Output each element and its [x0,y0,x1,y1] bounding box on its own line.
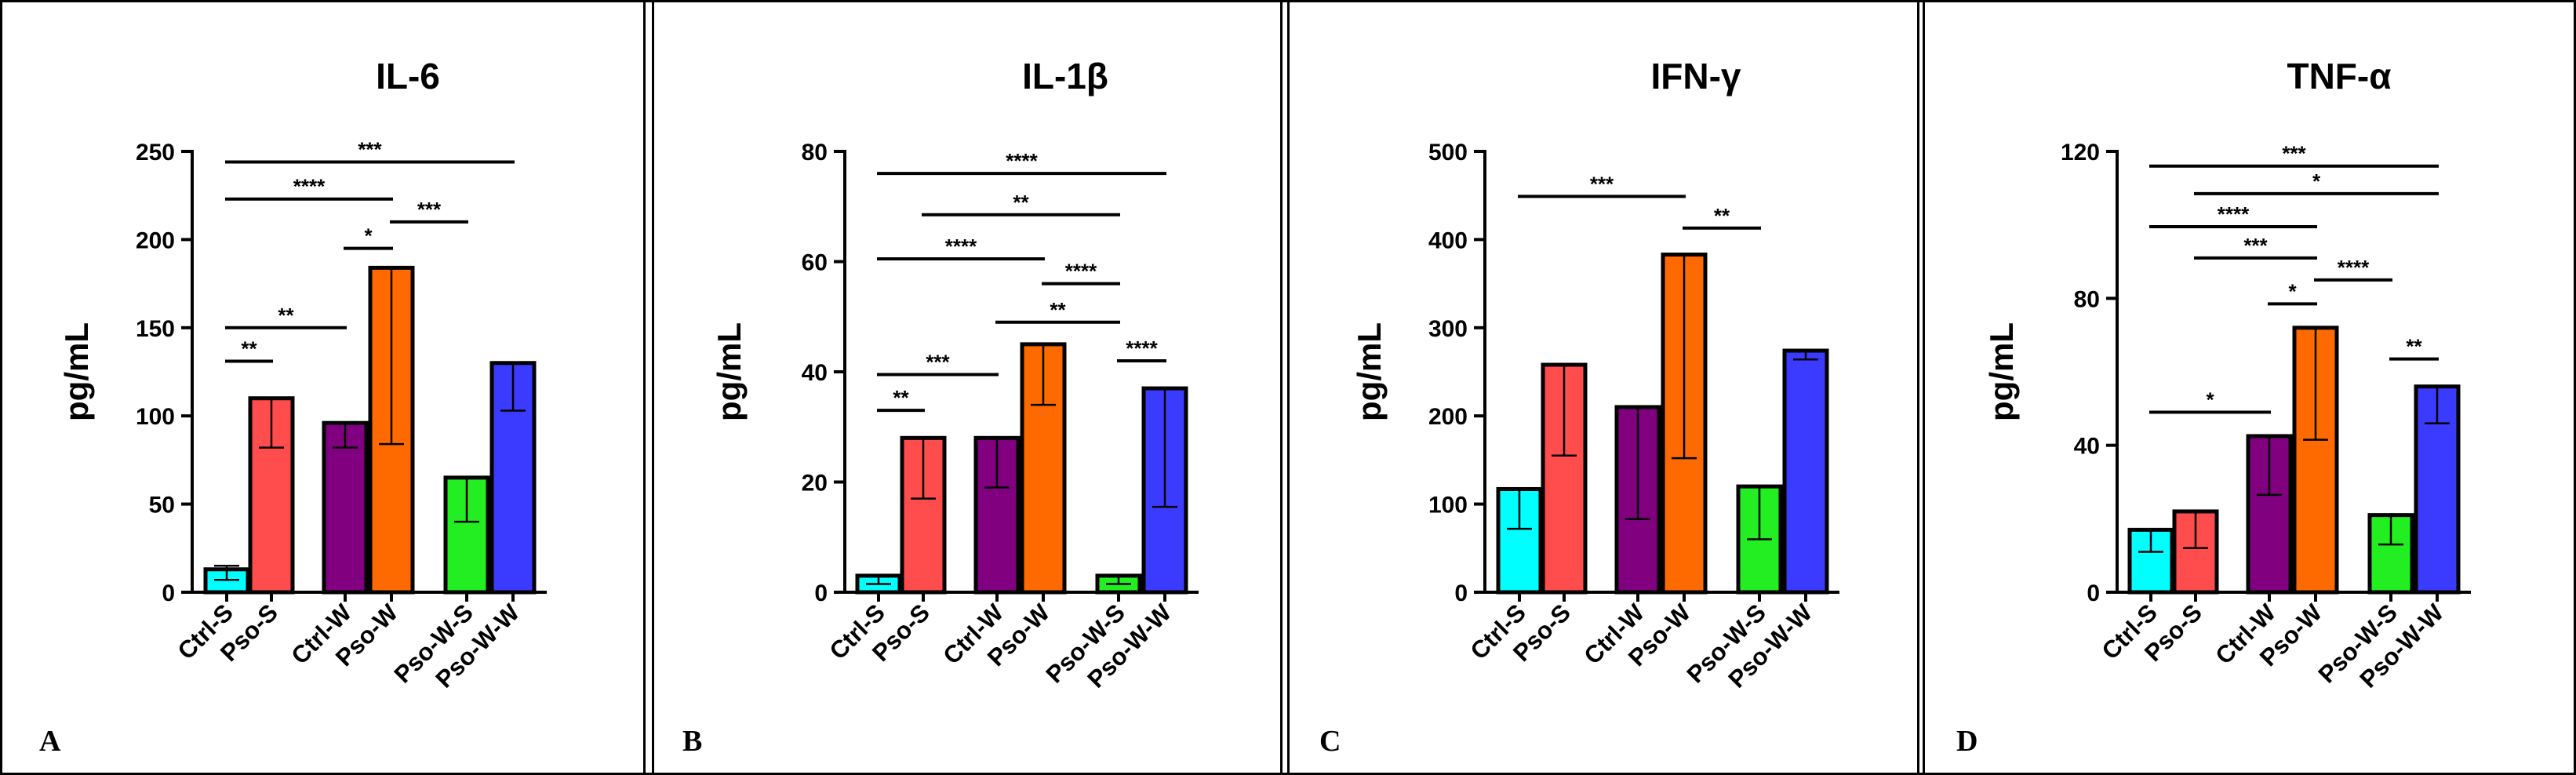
significance-label: **** [1006,149,1038,173]
significance-label: ** [1013,191,1029,214]
y-axis-label: pg/mL [1983,322,2020,421]
panel-letter: C [1319,725,1341,758]
significance-label: * [2288,279,2297,303]
y-tick-label: 50 [149,493,175,518]
y-tick-label: 0 [2087,580,2100,606]
significance-label: *** [1590,172,1614,195]
significance-label: *** [2243,234,2268,257]
significance-label: **** [945,235,977,258]
significance-label: *** [2282,142,2306,166]
bar-pso-w-w [1782,348,1829,595]
panel-border [643,0,1290,775]
significance-label: **** [1126,337,1158,360]
significance-label: **** [293,175,326,198]
bar-pso-s [2172,509,2219,595]
significance-label: *** [417,198,442,221]
significance-label: *** [358,137,382,161]
y-tick-label: 0 [162,580,175,606]
chart-title: IFN-γ [1651,56,1741,96]
y-axis-label: pg/mL [711,322,748,421]
significance-label: *** [926,351,950,374]
panel-letter: A [39,725,61,758]
significance-label: * [2312,169,2321,193]
significance-label: **** [2338,256,2370,279]
chart-title: IL-6 [376,56,440,96]
significance-label: ** [1714,204,1730,227]
significance-label: **** [1065,260,1097,283]
panel-border [1917,0,2576,775]
y-tick-label: 400 [1428,227,1468,253]
y-tick-label: 300 [1428,316,1468,342]
significance-label: ** [241,337,257,361]
significance-label: * [364,224,373,248]
panel-letter: D [1956,725,1977,758]
y-tick-label: 20 [802,471,828,497]
y-tick-label: 250 [136,140,175,166]
significance-label: ** [278,304,294,327]
y-tick-label: 500 [1428,140,1468,166]
y-tick-label: 100 [136,404,175,430]
y-tick-label: 60 [802,250,828,276]
y-tick-label: 80 [2074,286,2100,312]
y-tick-label: 100 [1428,493,1468,518]
y-axis-label: pg/mL [58,322,95,421]
y-tick-label: 150 [136,316,175,342]
significance-label: **** [2218,202,2250,226]
significance-label: ** [2406,335,2422,358]
y-axis-label: pg/mL [1351,322,1388,421]
y-tick-label: 200 [136,227,175,253]
y-tick-label: 0 [814,580,828,606]
panel-letter: B [682,725,702,758]
panel-border [1280,0,1925,775]
chart-title: IL-1β [1022,56,1108,96]
y-tick-label: 120 [2061,140,2100,166]
y-tick-label: 200 [1428,404,1468,430]
y-tick-label: 0 [1454,580,1468,606]
significance-label: ** [893,386,909,409]
panel-border [0,0,654,775]
chart-title: TNF-α [2287,56,2391,96]
significance-label: * [2206,388,2214,412]
significance-label: ** [1050,298,1066,322]
y-tick-label: 40 [2074,434,2100,460]
y-tick-label: 40 [802,360,828,386]
y-tick-label: 80 [802,140,828,166]
